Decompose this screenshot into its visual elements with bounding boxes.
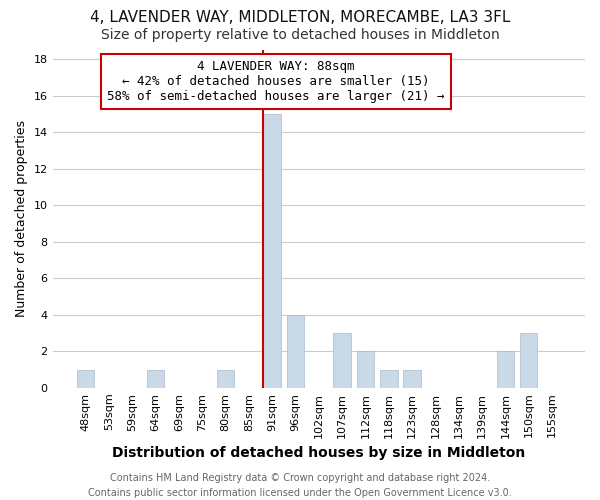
Text: Contains HM Land Registry data © Crown copyright and database right 2024.
Contai: Contains HM Land Registry data © Crown c… [88, 472, 512, 498]
Bar [380, 370, 398, 388]
Bar [217, 370, 234, 388]
Text: 4 LAVENDER WAY: 88sqm
← 42% of detached houses are smaller (15)
58% of semi-deta: 4 LAVENDER WAY: 88sqm ← 42% of detached … [107, 60, 445, 103]
Bar [356, 352, 374, 388]
Bar [334, 333, 351, 388]
Bar [287, 315, 304, 388]
Bar [263, 114, 281, 388]
Bar [147, 370, 164, 388]
X-axis label: Distribution of detached houses by size in Middleton: Distribution of detached houses by size … [112, 446, 526, 460]
Y-axis label: Number of detached properties: Number of detached properties [15, 120, 28, 318]
Text: 4, LAVENDER WAY, MIDDLETON, MORECAMBE, LA3 3FL: 4, LAVENDER WAY, MIDDLETON, MORECAMBE, L… [90, 10, 510, 25]
Bar [497, 352, 514, 388]
Text: Size of property relative to detached houses in Middleton: Size of property relative to detached ho… [101, 28, 499, 42]
Bar [520, 333, 538, 388]
Bar [77, 370, 94, 388]
Bar [403, 370, 421, 388]
